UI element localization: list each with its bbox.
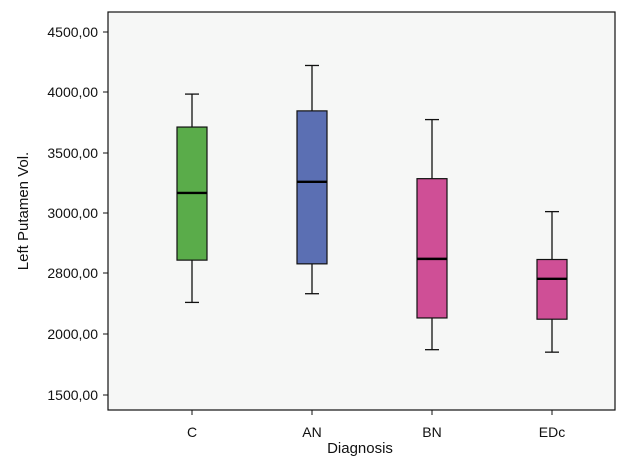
- y-tick-label: 3500,00: [47, 145, 98, 161]
- y-tick-label: 4000,00: [47, 84, 98, 100]
- x-tick-label: AN: [302, 424, 321, 440]
- x-tick-label: EDc: [539, 424, 565, 440]
- y-axis-title: Left Putamen Vol.: [15, 152, 32, 270]
- x-axis-title: Diagnosis: [327, 440, 393, 457]
- y-tick-label: 4500,00: [47, 24, 98, 40]
- x-tick-label: C: [187, 424, 197, 440]
- box-edc: [536, 210, 568, 353]
- iqr-box: [296, 110, 328, 265]
- x-axis: C AN BN EDc: [187, 410, 565, 440]
- box-bn: [416, 118, 448, 351]
- box-c: [176, 93, 208, 304]
- y-tick-label: 2000,00: [47, 326, 98, 342]
- y-axis: 1500,00 2000,00 2800,00 3000,00 3500,00 4000,…: [47, 24, 108, 403]
- y-tick-label: 2800,00: [47, 265, 98, 281]
- y-tick-label: 3000,00: [47, 205, 98, 221]
- iqr-box: [416, 178, 448, 319]
- y-tick-label: 1500,00: [47, 387, 98, 403]
- x-tick-label: BN: [422, 424, 441, 440]
- iqr-box: [536, 258, 568, 320]
- box-an: [296, 64, 328, 295]
- box-series: [176, 64, 568, 353]
